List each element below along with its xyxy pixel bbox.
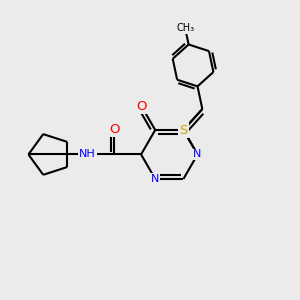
Text: O: O bbox=[136, 100, 147, 113]
Text: CH₃: CH₃ bbox=[176, 23, 194, 34]
Text: N: N bbox=[151, 174, 159, 184]
Text: N: N bbox=[194, 149, 202, 160]
Text: O: O bbox=[109, 123, 120, 136]
Text: NH: NH bbox=[79, 149, 96, 160]
Text: S: S bbox=[179, 124, 188, 136]
